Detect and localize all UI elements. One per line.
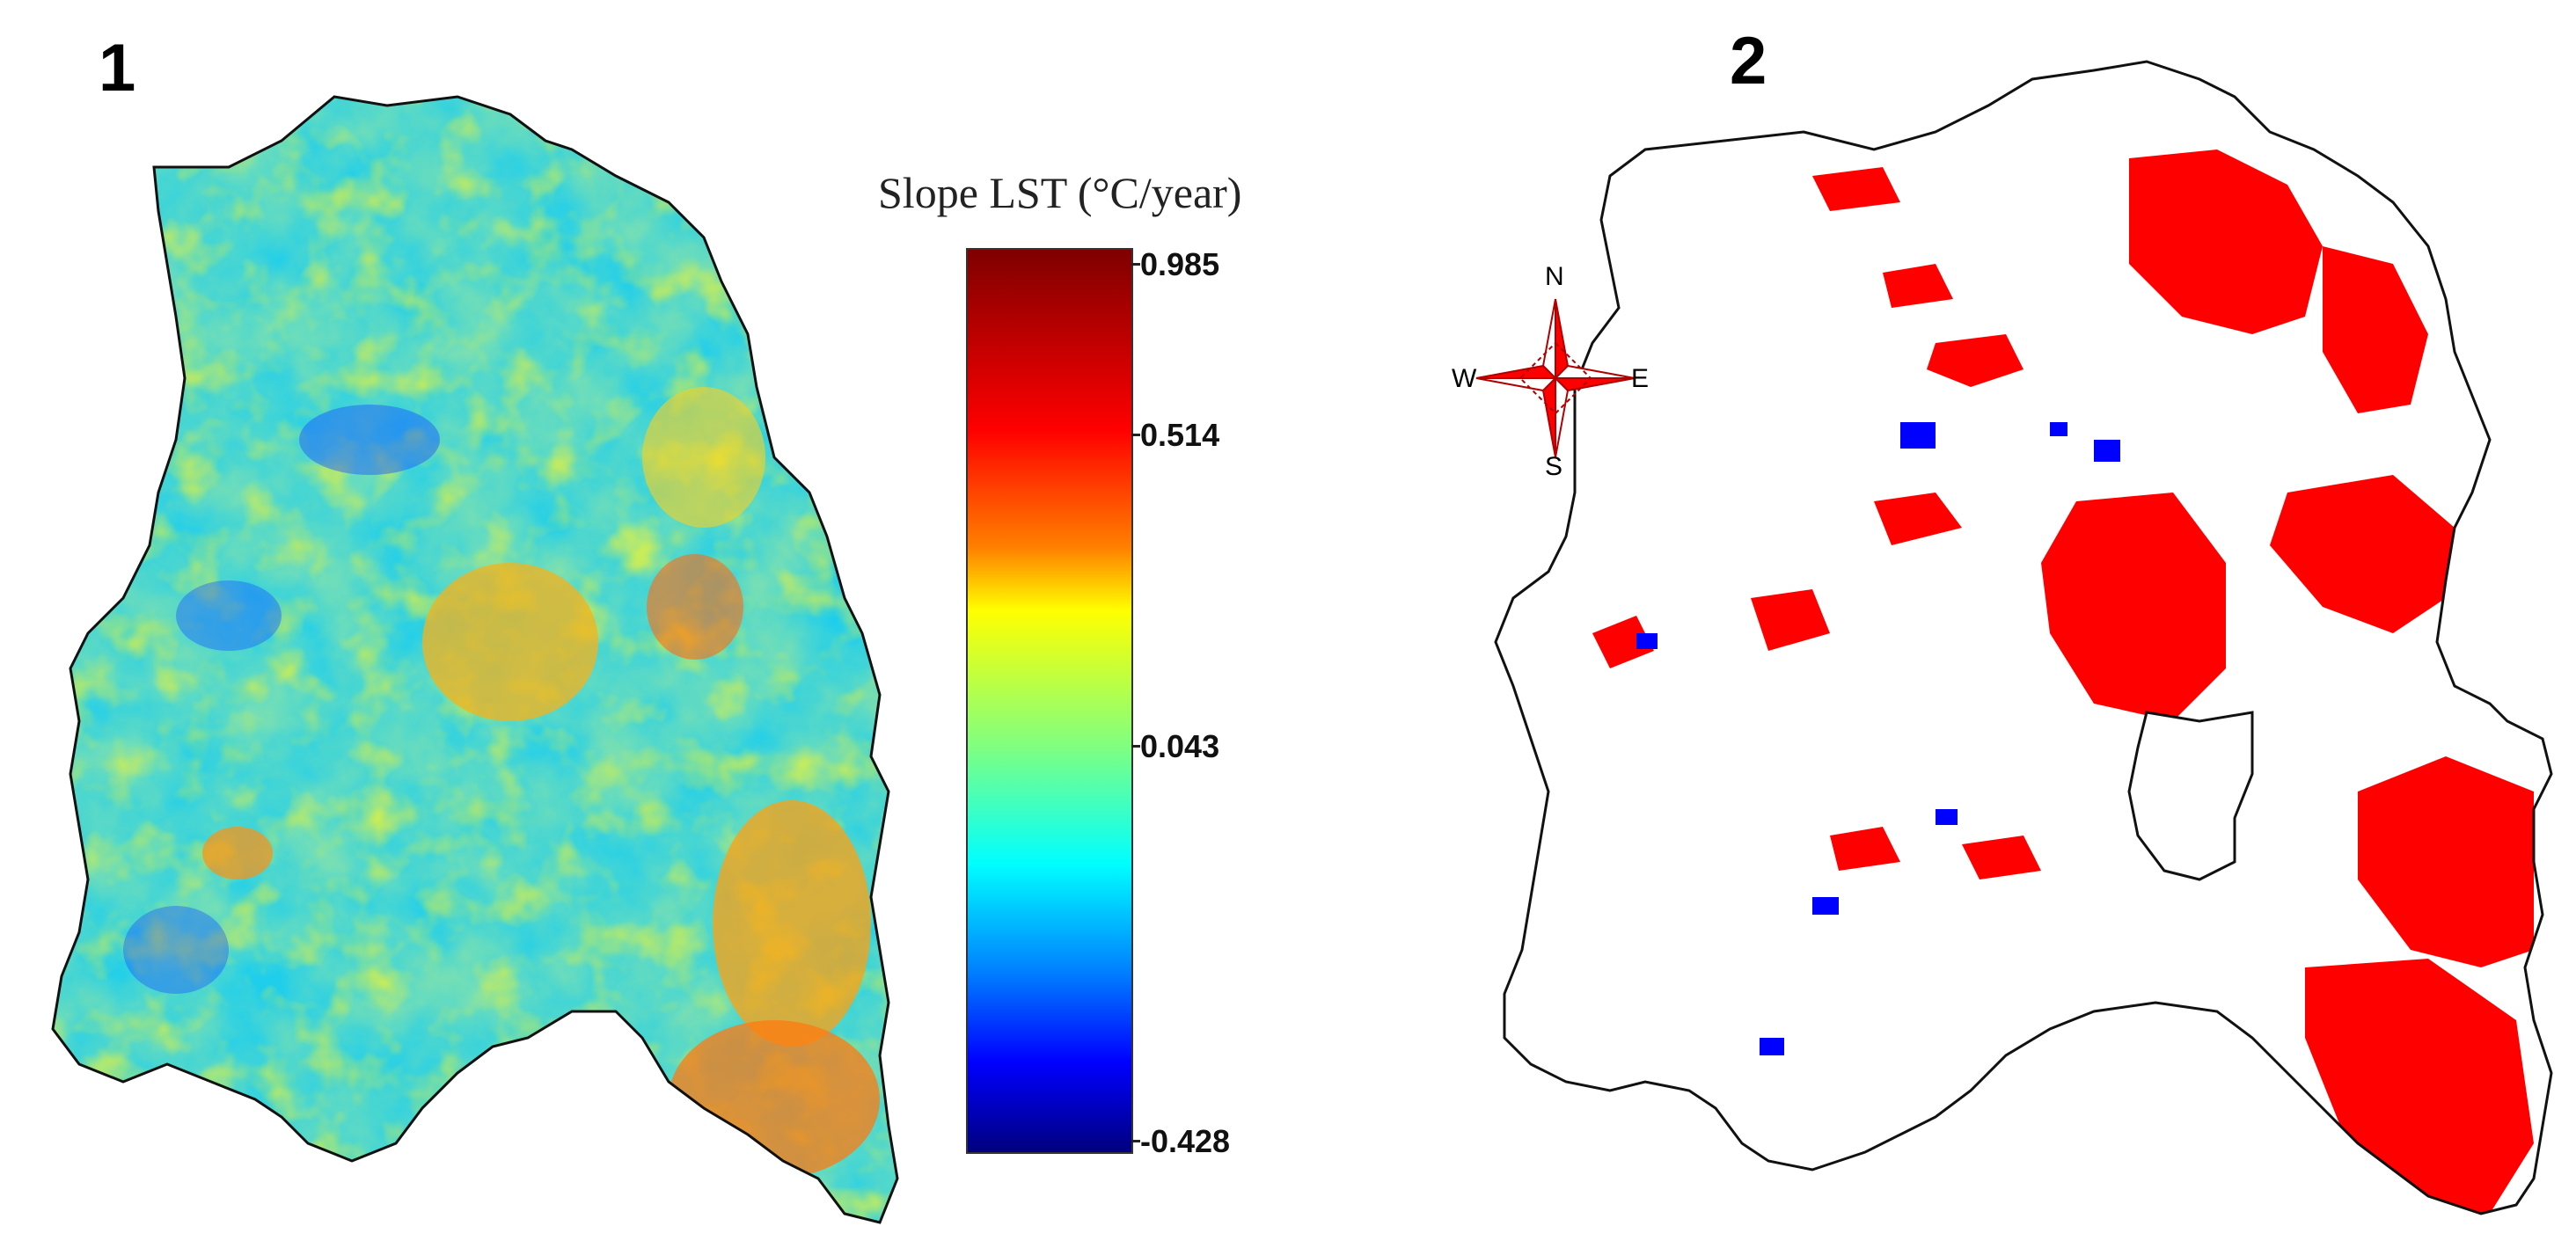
compass-south-label: S [1545,452,1563,481]
colorbar-tick-mark [1131,745,1140,748]
colorbar-tick-mark [1131,1140,1140,1142]
colorbar-tick-mark [1131,263,1140,266]
legend-title: Slope LST (°C/year) [878,168,1242,217]
compass-rose-icon [1475,298,1636,458]
colorbar-tick-min: -0.428 [1140,1123,1231,1159]
compass-west-label: W [1452,364,1477,393]
compass-east-label: E [1631,364,1650,393]
panel-2-map [1496,62,2551,1214]
colorbar-tick-mark [1131,434,1140,436]
panel-2-label: 2 [1730,24,1767,99]
colorbar-tick-max: 0.985 [1140,246,1220,282]
panel-1-label: 1 [99,31,136,106]
colorbar-tick-middle: 0.043 [1140,728,1220,764]
compass-north-label: N [1545,262,1564,291]
colorbar-tick-upper: 0.514 [1140,417,1220,453]
color-scale-bar [966,248,1133,1154]
